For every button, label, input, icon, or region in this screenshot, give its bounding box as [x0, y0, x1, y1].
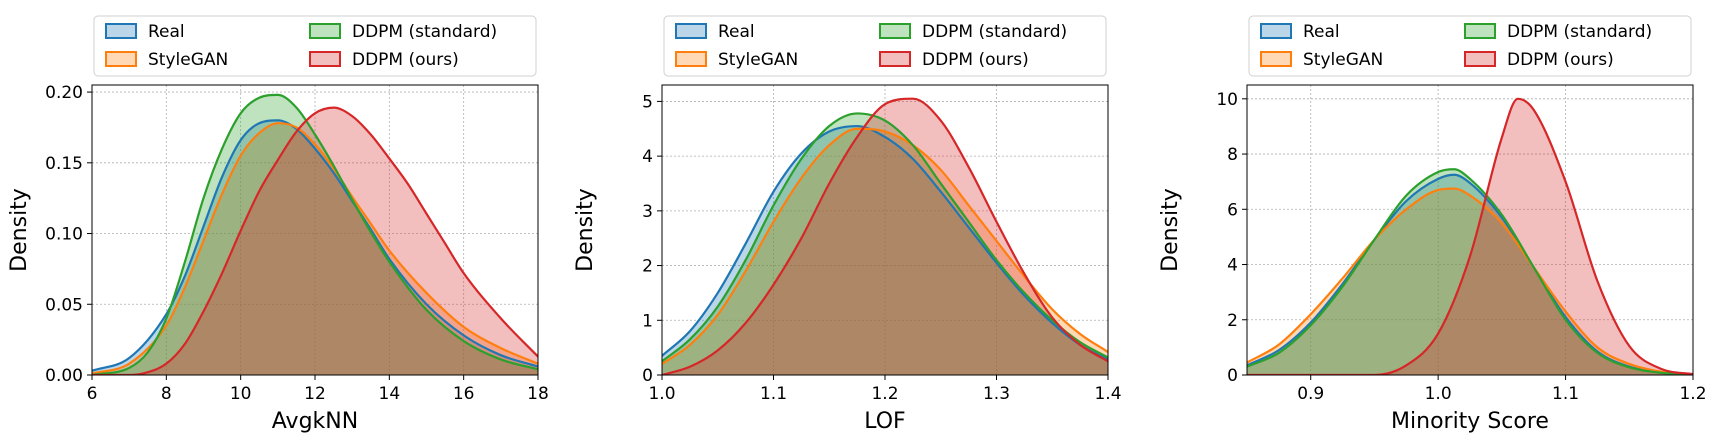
y-tick-label: 0.10: [45, 225, 83, 245]
series-group: [92, 93, 538, 375]
legend-label-3: DDPM (standard): [922, 22, 1067, 42]
series-line-1: [662, 124, 1108, 361]
legend-swatch-4: [879, 51, 911, 67]
legend-box: [1248, 15, 1692, 77]
x-tick-label: 0.9: [1297, 384, 1324, 404]
series-area-2: [1247, 188, 1693, 375]
y-tick-label: 4: [1227, 256, 1238, 276]
x-tick-label: 1.1: [1552, 384, 1579, 404]
legend-box: [663, 15, 1107, 77]
y-tick-label: 4: [642, 147, 653, 167]
series-area-3: [662, 113, 1108, 375]
y-tick-label: 0: [642, 366, 653, 386]
series-line-3: [92, 93, 538, 375]
legend-label-2: StyleGAN: [1303, 50, 1383, 70]
y-tick-label: 3: [642, 202, 653, 222]
series-area-4: [92, 107, 538, 375]
x-tick-label: 14: [379, 384, 401, 404]
x-axis-label: Minority Score: [1391, 409, 1549, 434]
x-tick-label: 1.0: [1425, 384, 1452, 404]
legend-label-2: StyleGAN: [148, 50, 228, 70]
y-tick-label: 1: [642, 311, 653, 331]
legend-swatch-4: [309, 51, 341, 67]
series-area-3: [92, 94, 538, 375]
legend-swatch-1: [105, 23, 137, 39]
legend-swatch-1: [1260, 23, 1292, 39]
x-tick-label: 1.1: [760, 384, 787, 404]
y-tick-label: 0: [1227, 366, 1238, 386]
x-tick-label: 1.4: [1094, 384, 1121, 404]
legend-box: [93, 15, 537, 77]
legend-label-1: Real: [148, 22, 185, 42]
series-area-1: [1247, 174, 1693, 375]
chart-panel-2: 1.0 1.1 1.2 1.3 1.4 0 1 2 3 4 5 LOF Density Real Style…: [573, 15, 1122, 434]
y-tick-label: 0.20: [45, 83, 83, 103]
y-axis-label: Density: [1158, 188, 1183, 272]
series-line-4: [662, 97, 1108, 375]
legend-swatch-2: [675, 51, 707, 67]
x-tick-label: 8: [161, 384, 172, 404]
legend-label-4: DDPM (ours): [352, 50, 459, 70]
series-area-4: [1247, 98, 1693, 375]
plot-frame: [1246, 84, 1694, 376]
legend-swatch-1: [675, 23, 707, 39]
y-tick-label: 0.05: [45, 295, 83, 315]
legend-swatch-2: [105, 51, 137, 67]
x-tick-label: 1.2: [1679, 384, 1706, 404]
legend-label-1: Real: [1303, 22, 1340, 42]
legend-label-3: DDPM (standard): [1507, 22, 1652, 42]
y-tick-label: 5: [642, 92, 653, 112]
series-group: [662, 97, 1108, 375]
series-area-2: [662, 128, 1108, 375]
x-tick-label: 6: [87, 384, 98, 404]
y-axis-label: Density: [573, 188, 598, 272]
legend-swatch-2: [1260, 51, 1292, 67]
series-area-3: [1247, 169, 1693, 375]
x-tick-label: 1.2: [871, 384, 898, 404]
series-line-4: [92, 106, 538, 375]
legend-label-4: DDPM (ours): [1507, 50, 1614, 70]
x-tick-label: 10: [230, 384, 252, 404]
series-line-3: [662, 112, 1108, 363]
x-tick-label: 16: [453, 384, 475, 404]
legend-swatch-3: [879, 23, 911, 39]
legend: Real StyleGAN DDPM (standard) DDPM (ours): [1248, 15, 1692, 77]
chart-panel-1: 6 8 10 12 14 16 18 0.00 0.05 0.10 0.15 0.20 AvgkNN De…: [7, 15, 549, 434]
series-line-1: [92, 119, 538, 372]
x-tick-label: 1.3: [983, 384, 1010, 404]
x-tick-label: 12: [304, 384, 326, 404]
x-axis-label: LOF: [864, 409, 905, 434]
x-axis-label: AvgkNN: [272, 409, 358, 434]
series-area-4: [662, 98, 1108, 375]
legend-label-4: DDPM (ours): [922, 50, 1029, 70]
legend: Real StyleGAN DDPM (standard) DDPM (ours): [663, 15, 1107, 77]
series-line-2: [1247, 187, 1693, 375]
legend-label-1: Real: [718, 22, 755, 42]
series-line-3: [1247, 168, 1693, 375]
series-line-2: [92, 122, 538, 375]
x-tick-label: 1.0: [648, 384, 675, 404]
legend-swatch-4: [1464, 51, 1496, 67]
legend-label-3: DDPM (standard): [352, 22, 497, 42]
series-group: [1247, 97, 1693, 375]
x-tick-label: 18: [527, 384, 549, 404]
series-area-1: [662, 126, 1108, 375]
y-tick-label: 2: [642, 257, 653, 277]
legend: Real StyleGAN DDPM (standard) DDPM (ours): [93, 15, 537, 77]
y-tick-label: 10: [1216, 90, 1238, 110]
series-line-4: [1247, 97, 1693, 375]
y-axis-label: Density: [7, 188, 32, 272]
y-tick-label: 0.15: [45, 154, 83, 174]
legend-label-2: StyleGAN: [718, 50, 798, 70]
legend-swatch-3: [309, 23, 341, 39]
y-tick-label: 8: [1227, 145, 1238, 165]
y-tick-label: 6: [1227, 200, 1238, 220]
chart-panel-3: 0.9 1.0 1.1 1.2 0 2 4 6 8 10 Minority Score Density…: [1158, 15, 1707, 434]
y-tick-label: 2: [1227, 311, 1238, 331]
y-tick-label: 0.00: [45, 366, 83, 386]
legend-swatch-3: [1464, 23, 1496, 39]
